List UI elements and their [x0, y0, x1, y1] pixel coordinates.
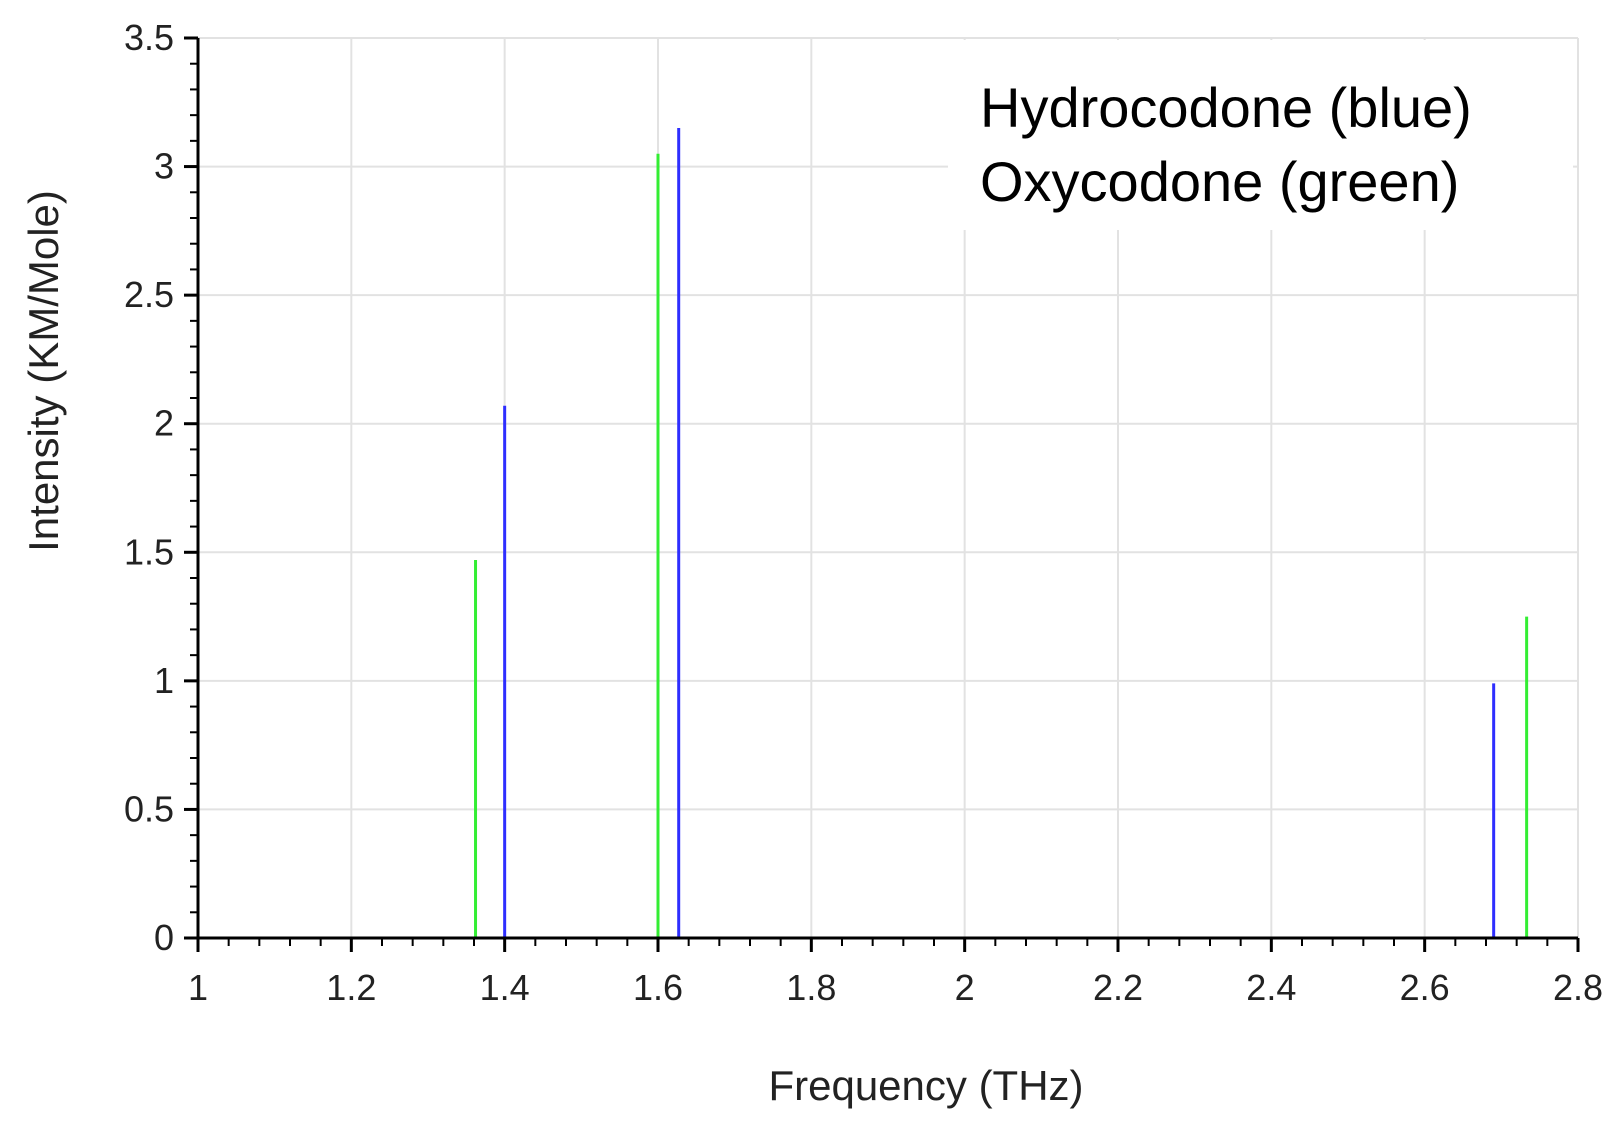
y-tick-label: 3	[154, 146, 174, 187]
x-tick-label: 2.4	[1246, 967, 1296, 1008]
y-tick-label: 1	[154, 660, 174, 701]
annotation-background	[948, 40, 1573, 230]
x-tick-label: 1.2	[326, 967, 376, 1008]
y-tick-label: 0.5	[124, 788, 174, 829]
y-tick-label: 0	[154, 917, 174, 958]
x-tick-label: 2.2	[1093, 967, 1143, 1008]
y-tick-label: 1.5	[124, 531, 174, 572]
x-tick-label: 2	[955, 967, 975, 1008]
axes	[184, 36, 1580, 952]
y-tick-label: 3.5	[124, 17, 174, 58]
x-tick-label: 1.8	[786, 967, 836, 1008]
x-tick-label: 1.6	[633, 967, 683, 1008]
x-tick-label: 2.6	[1400, 967, 1450, 1008]
y-axis-title: Intensity (KM/Mole)	[20, 190, 67, 552]
x-tick-label: 2.8	[1553, 967, 1603, 1008]
annotation-box: Hydrocodone (blue) Oxycodone (green)	[948, 40, 1573, 230]
x-tick-label: 1	[188, 967, 208, 1008]
y-tick-label: 2	[154, 403, 174, 444]
y-tick-label: 2.5	[124, 274, 174, 315]
x-axis-title: Frequency (THz)	[768, 1062, 1083, 1109]
annotation-line-oxycodone: Oxycodone (green)	[980, 150, 1459, 213]
x-tick-label: 1.4	[480, 967, 530, 1008]
series-sticks	[474, 128, 1529, 938]
y-tick-labels: 0 0.5 1 1.5 2 2.5 3 3.5	[124, 17, 174, 958]
x-tick-labels: 1 1.2 1.4 1.6 1.8 2 2.2 2.4 2.6 2.8	[188, 967, 1603, 1008]
annotation-line-hydrocodone: Hydrocodone (blue)	[980, 76, 1472, 139]
